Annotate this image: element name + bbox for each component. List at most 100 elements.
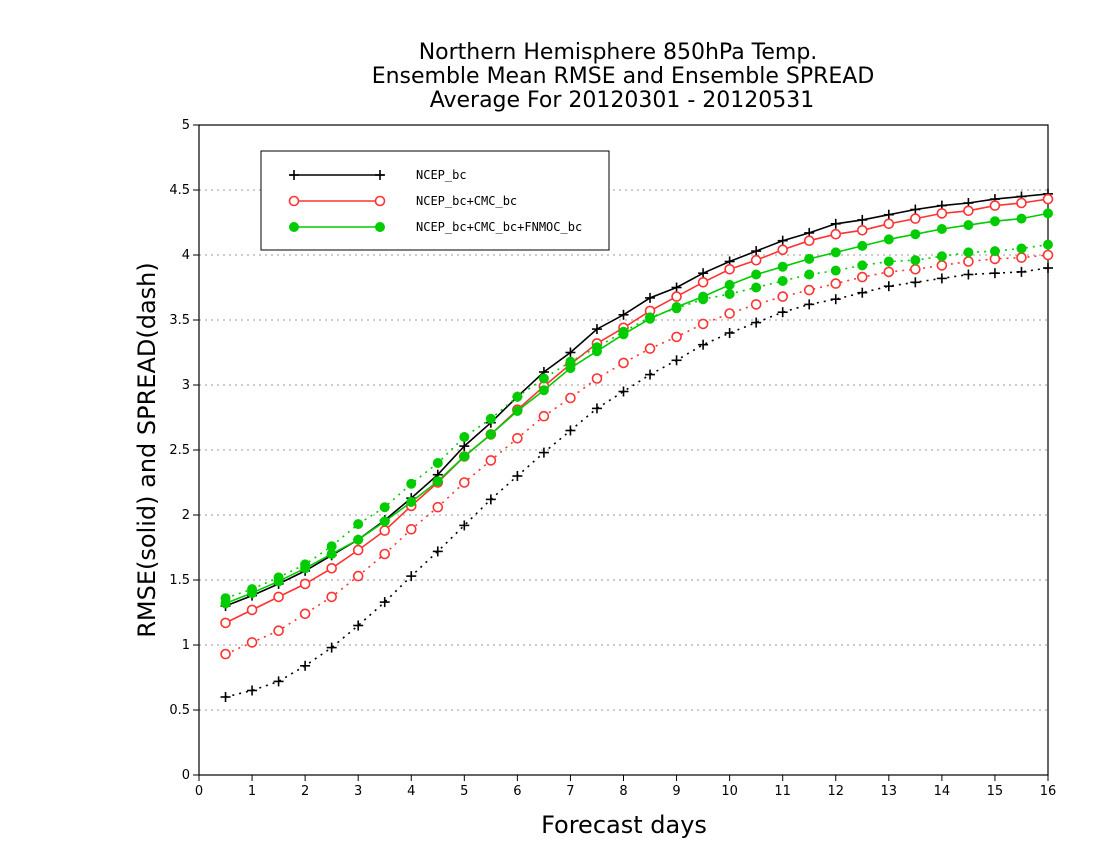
chart-title: Northern Hemisphere 850hPa Temp. Ensembl… <box>372 40 875 113</box>
x-tick-label: 10 <box>721 784 738 799</box>
filled-circle-marker <box>724 289 735 299</box>
plus-marker <box>1016 266 1027 277</box>
plus-marker <box>618 309 629 320</box>
filled-circle-marker <box>857 240 868 251</box>
plus-marker <box>1043 263 1053 273</box>
spread-line <box>225 254 1049 655</box>
plus-marker <box>273 676 284 687</box>
y-tick-label: 4 <box>182 248 190 263</box>
plus-marker <box>671 355 682 366</box>
filled-circle-marker <box>963 247 974 258</box>
plus-marker <box>645 369 656 380</box>
x-tick-label: 4 <box>407 784 415 799</box>
open-circle-marker <box>459 477 470 488</box>
y-axis-label: RMSE(solid) and SPREAD(dash) <box>133 262 161 638</box>
filled-circle-marker <box>936 251 947 262</box>
plus-marker <box>591 403 602 414</box>
plus-marker <box>353 620 364 631</box>
filled-circle-marker <box>883 234 894 245</box>
legend-label: NCEP_bc+CMC_bc <box>416 194 517 208</box>
filled-circle-marker <box>565 363 576 374</box>
open-circle-marker <box>220 617 231 629</box>
filled-circle-marker <box>220 598 231 609</box>
filled-circle-marker <box>1043 208 1053 219</box>
open-circle-marker <box>697 318 709 330</box>
x-tick-label: 3 <box>354 784 362 799</box>
plus-marker <box>936 273 947 284</box>
legend: NCEP_bc NCEP_bc+CMC_bc NCEP_bc+CMC_bc+FNMO… <box>260 150 610 251</box>
open-circle-marker <box>803 284 815 296</box>
open-circle-marker <box>724 308 735 319</box>
title-line-3: Average For 20120301 - 20120531 <box>430 88 815 113</box>
open-circle-marker <box>591 373 603 384</box>
plus-marker <box>220 692 231 702</box>
open-circle-marker <box>724 263 735 275</box>
open-circle-marker <box>299 578 311 590</box>
x-tick-label: 5 <box>460 784 468 799</box>
plus-marker <box>698 339 709 350</box>
open-circle-marker <box>671 331 682 343</box>
plus-marker <box>300 660 311 671</box>
filled-circle-marker <box>989 216 1000 227</box>
open-circle-marker <box>883 218 895 230</box>
filled-circle-marker <box>645 313 656 324</box>
x-tick-label: 1 <box>248 784 256 799</box>
plus-marker <box>804 299 815 310</box>
filled-circle-marker <box>830 247 841 258</box>
plus-marker <box>883 209 894 220</box>
filled-circle-marker <box>485 413 496 424</box>
grid <box>199 189 1048 711</box>
legend-label: NCEP_bc <box>416 168 467 182</box>
open-circle-marker <box>618 357 629 369</box>
filled-circle-marker <box>432 458 443 468</box>
filled-circle-marker <box>406 497 417 507</box>
open-circle-marker <box>538 410 550 422</box>
filled-circle-marker <box>936 224 947 234</box>
filled-circle-marker <box>512 406 523 416</box>
open-circle-marker <box>803 235 815 246</box>
x-tick-label: 12 <box>827 784 844 799</box>
filled-circle-marker <box>830 265 841 276</box>
x-axis-label: Forecast days <box>541 811 707 839</box>
rmse-line <box>225 198 1049 624</box>
filled-circle-marker <box>591 346 602 357</box>
filled-circle-marker <box>300 563 311 574</box>
plus-marker <box>777 235 788 246</box>
open-circle-marker <box>910 263 921 275</box>
open-circle-marker <box>565 392 576 404</box>
plus-marker <box>326 642 337 653</box>
series-NCEP_bc+CMC_bc <box>220 193 1054 660</box>
open-circle-marker <box>963 205 974 217</box>
series-layer <box>220 188 1054 702</box>
open-circle-marker <box>352 544 364 556</box>
plus-marker <box>645 292 656 303</box>
plus-marker <box>777 307 788 318</box>
open-circle-marker <box>273 625 284 637</box>
filled-circle-marker <box>857 260 868 271</box>
open-circle-marker <box>697 276 709 288</box>
filled-circle-marker <box>963 220 974 231</box>
y-tick-label: 2.5 <box>169 443 190 458</box>
filled-circle-marker <box>751 269 762 280</box>
legend-label: NCEP_bc+CMC_bc+FNMOC_bc <box>416 220 582 234</box>
plus-marker <box>379 597 390 608</box>
open-circle-marker <box>1042 193 1054 205</box>
filled-circle-marker <box>698 291 709 302</box>
filled-circle-marker <box>804 269 815 280</box>
open-circle-marker <box>485 455 497 466</box>
plus-marker <box>751 246 762 257</box>
open-circle-marker <box>246 637 258 648</box>
x-axis-ticks: 0 1 2 3 4 5 6 7 8 9 10 11 12 13 14 15 16 <box>195 775 1056 799</box>
plus-marker <box>857 214 868 225</box>
plus-marker <box>591 324 602 335</box>
open-circle-marker <box>936 260 948 271</box>
y-tick-label: 3.5 <box>169 313 190 328</box>
filled-circle-marker <box>406 478 417 489</box>
filled-circle-marker <box>538 385 549 396</box>
filled-circle-marker <box>512 391 523 402</box>
filled-circle-marker <box>273 576 284 587</box>
filled-circle-marker <box>777 261 788 272</box>
plus-marker <box>565 425 576 436</box>
open-circle-marker <box>644 343 656 354</box>
x-tick-label: 7 <box>566 784 574 799</box>
